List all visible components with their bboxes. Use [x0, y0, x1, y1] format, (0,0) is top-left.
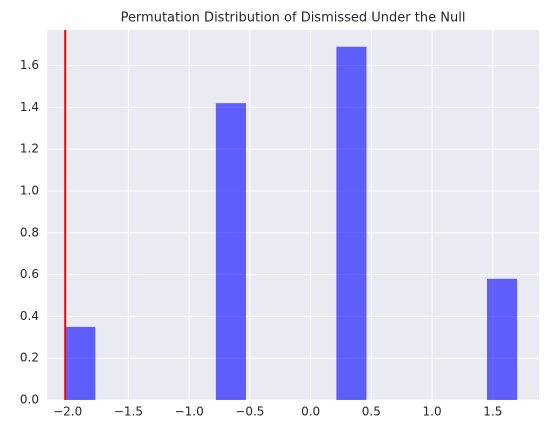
- y-tick-label: 1.4: [20, 100, 39, 114]
- y-tick-label: 0.6: [20, 267, 39, 281]
- y-tick-label: 0.0: [20, 393, 39, 407]
- bar: [487, 278, 518, 400]
- y-tick-label: 1.6: [20, 58, 39, 72]
- y-tick-label: 0.2: [20, 351, 39, 365]
- chart-title: Permutation Distribution of Dismissed Un…: [121, 11, 466, 26]
- x-tick-label: 1.0: [423, 405, 442, 419]
- plot-area: [47, 30, 539, 400]
- x-tick-label: 0.5: [362, 405, 381, 419]
- y-tick-label: 1.2: [20, 142, 39, 156]
- bar: [65, 326, 96, 400]
- y-tick-label: 0.4: [20, 309, 39, 323]
- y-tick-label: 0.8: [20, 225, 39, 239]
- y-tick-label: 1.0: [20, 183, 39, 197]
- x-tick-label: 1.5: [483, 405, 502, 419]
- bar: [336, 46, 367, 400]
- bar: [215, 103, 246, 400]
- x-tick-label: −1.0: [175, 405, 204, 419]
- x-tick-label: −2.0: [53, 405, 82, 419]
- x-tick-label: −0.5: [235, 405, 264, 419]
- x-tick-label: 0.0: [301, 405, 320, 419]
- x-tick-label: −1.5: [114, 405, 143, 419]
